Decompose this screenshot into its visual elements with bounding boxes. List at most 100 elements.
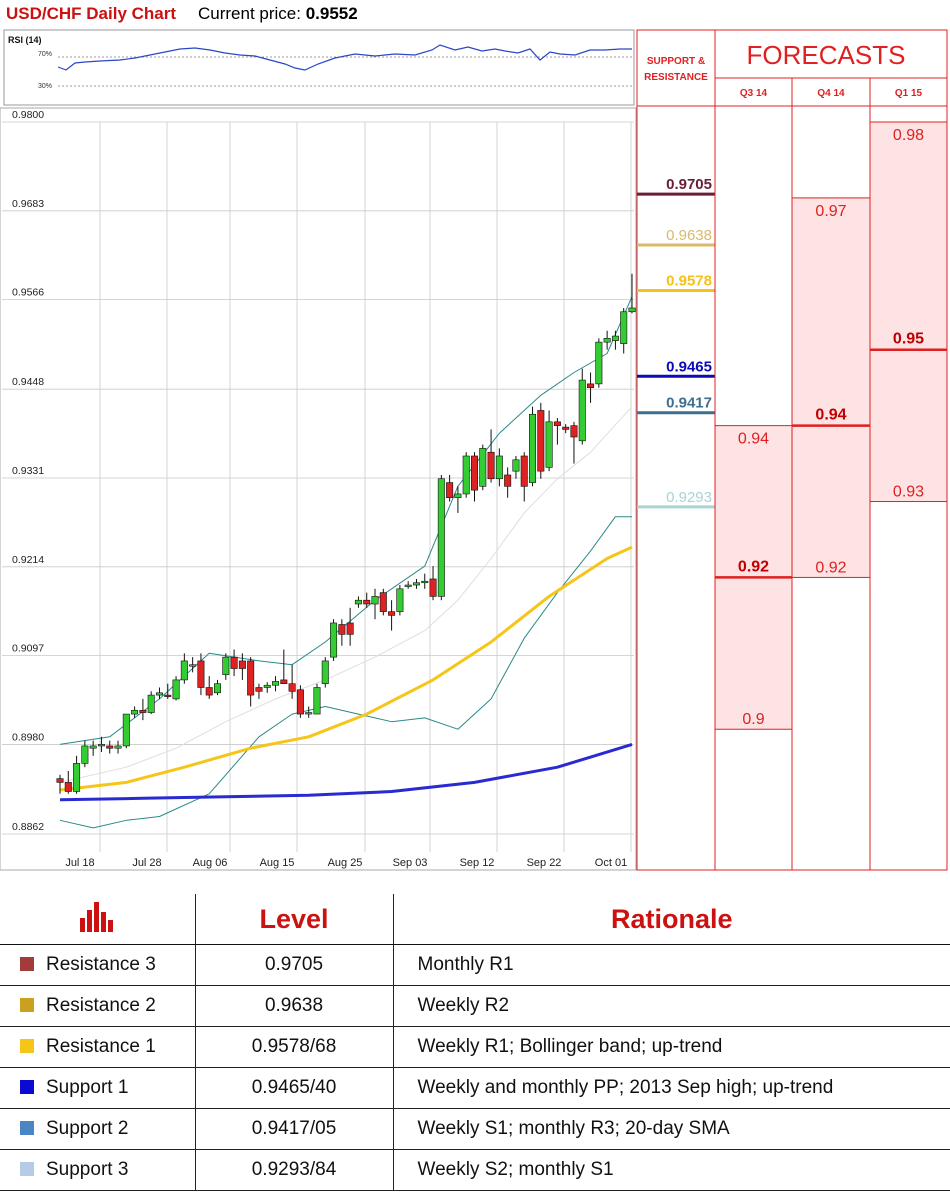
candle-body [454,493,462,499]
forecast-high-label: 0.98 [893,127,924,144]
candle-body [263,684,271,688]
candle-body [545,421,553,468]
level-name-text: Resistance 1 [46,1036,156,1057]
x-tick-label: Sep 12 [460,857,495,869]
candle-body [255,687,263,692]
candle-body [537,410,545,472]
candle-body [363,599,371,605]
candle-body [346,622,354,635]
candle-body [189,664,197,667]
candle-body [495,455,503,480]
x-tick-label: Jul 28 [132,857,161,869]
candle-body [479,448,487,487]
candle-body [512,459,520,472]
forecasts-panel: FORECASTS Q3 14 0.94 0.92 0.9 Q4 14 0.97 0.94 0.… [714,29,948,871]
candle-body [147,694,155,713]
candle-body [122,713,130,747]
levels-table: Level Rationale Resistance 3 0.9705 Monthl… [0,894,950,1191]
candle-body [470,455,478,491]
y-tick-label: 0.9214 [12,554,44,566]
x-tick-label: Sep 22 [527,857,562,869]
candle-body [64,782,72,792]
candle-body [404,584,412,587]
bar-chart-icon [80,902,114,932]
candle-body [429,578,437,597]
price-frame [0,107,637,871]
bollinger-middle-line [59,406,633,783]
candle-body [89,745,97,749]
candle-body [172,679,180,700]
candle-body [238,660,246,669]
sr-level-label: 0.9578 [666,273,712,290]
y-tick-label: 0.9331 [12,465,44,477]
candle-body [520,455,528,487]
table-row: Support 1 0.9465/40 Weekly and monthly PP;… [0,1067,950,1109]
candle-body [628,307,636,313]
candle-body [155,692,163,696]
level-rationale: Weekly R2 [392,985,950,1027]
forecast-mid-label: 0.92 [738,558,769,575]
rsi-label: RSI (14) [8,35,42,45]
candle-body [587,383,595,388]
candle-body [487,451,495,480]
level-value: 0.9293/84 [194,1149,393,1191]
sr-level-label: 0.9705 [666,176,712,193]
candle-body [288,683,296,692]
y-tick-label: 0.8862 [12,821,44,833]
x-tick-label: Oct 01 [595,857,627,869]
level-name-text: Support 2 [46,1118,129,1139]
level-swatch [20,1080,34,1094]
candle-body [313,687,321,715]
y-tick-label: 0.8980 [12,731,44,743]
support-resistance-panel: SUPPORT & RESISTANCE 0.9705 0.9638 0.9578 0.9… [636,29,716,871]
level-name: Support 2 [0,1108,195,1150]
candle-body [570,425,578,438]
table-row: Resistance 3 0.9705 Monthly R1 [0,944,950,986]
candle-body [305,712,313,715]
level-rationale: Weekly R1; Bollinger band; up-trend [392,1026,950,1068]
candle-body [222,656,230,675]
candle-body [272,681,280,686]
candle-body [562,426,570,430]
candle-body [578,379,586,442]
forecast-range-box [791,197,871,578]
candle-body [354,599,362,605]
sr-level-label: 0.9638 [666,227,712,244]
x-tick-label: Aug 06 [193,857,228,869]
candle-body [97,744,105,747]
candle-body [553,421,561,426]
candle-body [180,660,188,681]
candle-body [338,624,346,635]
sr-title: SUPPORT & [647,56,705,67]
forecast-col-header: Q3 14 [740,88,768,99]
level-name: Support 1 [0,1067,195,1109]
level-swatch [20,1121,34,1135]
sr-level-label: 0.9293 [666,489,712,506]
candle-body [247,660,255,696]
chart-icon-cell [0,894,195,945]
x-tick-label: Aug 25 [328,857,363,869]
level-value: 0.9578/68 [194,1026,393,1068]
candle-body [595,341,603,385]
candle-body [230,656,238,669]
candle-body [106,745,114,749]
level-header: Level [194,894,393,945]
level-name: Support 3 [0,1149,195,1191]
rationale-header: Rationale [392,894,950,945]
level-value: 0.9638 [194,985,393,1027]
sr-level-label: 0.9417 [666,395,712,412]
candle-body [388,611,396,616]
table-row: Resistance 2 0.9638 Weekly R2 [0,985,950,1027]
forecast-low-label: 0.92 [815,559,846,576]
candle-body [412,582,420,586]
forecast-high-label: 0.97 [815,203,846,220]
level-swatch [20,998,34,1012]
level-name: Resistance 2 [0,985,195,1027]
forecast-mid-label: 0.94 [815,407,846,424]
sma-slow-line [59,742,633,802]
candle-body [280,679,288,685]
price-panel: Jul 18 Jul 28 Aug 06 Aug 15 Aug 25 Sep 03 Sep … [0,107,637,871]
level-rationale: Weekly and monthly PP; 2013 Sep high; up… [392,1067,950,1109]
current-price: Current price: 0.9552 [198,4,358,24]
table-row: Resistance 1 0.9578/68 Weekly R1; Bollinge… [0,1026,950,1068]
